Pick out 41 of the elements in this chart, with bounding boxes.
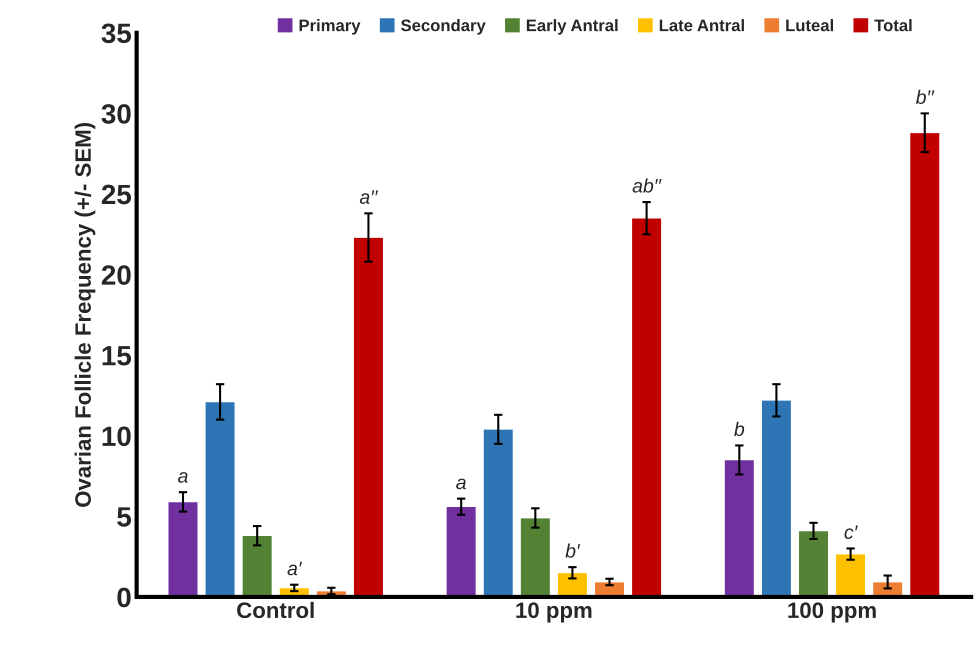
bar	[631, 218, 662, 597]
legend-label: Luteal	[786, 19, 833, 32]
data-label: b′′	[916, 90, 934, 104]
data-label: ab′′	[632, 178, 662, 193]
y-tick-label: 20	[102, 265, 131, 285]
y-tick-label: 0	[117, 588, 131, 608]
bar	[910, 132, 940, 597]
y-tick-label: 15	[102, 346, 132, 366]
bar	[446, 506, 476, 597]
data-label: a′	[287, 562, 302, 576]
bar	[835, 554, 866, 597]
bar	[798, 530, 829, 597]
bar	[724, 460, 755, 597]
legend-label: Total	[874, 19, 912, 32]
bar	[353, 237, 384, 597]
y-tick-label: 25	[102, 184, 132, 204]
y-axis-title: Ovarian Follicle Frequency (+/- SEM)	[74, 123, 96, 507]
bar	[520, 518, 551, 597]
x-tick-label: 100 ppm	[788, 602, 876, 623]
data-label: c′	[844, 525, 858, 540]
y-tick-label: 30	[102, 104, 131, 124]
y-tick-label: 5	[117, 507, 132, 527]
y-tick-label: 35	[102, 23, 132, 44]
legend-label: Primary	[300, 19, 360, 35]
data-label: a	[456, 478, 466, 490]
bar	[761, 400, 792, 597]
x-tick-label: Control	[237, 602, 314, 618]
x-tick-label: 10 ppm	[516, 602, 592, 623]
legend-label: Secondary	[401, 19, 486, 35]
data-label: a	[178, 472, 188, 483]
data-label: a′′	[360, 190, 378, 204]
data-label: b	[734, 422, 744, 436]
bar	[483, 428, 514, 597]
legend-label: Early Antral	[526, 19, 618, 35]
bar	[168, 502, 198, 597]
legend-label: Late Antral	[660, 19, 744, 32]
bar	[242, 535, 272, 597]
bar	[557, 572, 588, 597]
data-label: b′	[565, 543, 580, 558]
bar	[204, 402, 236, 597]
y-tick-label: 10	[102, 426, 131, 446]
